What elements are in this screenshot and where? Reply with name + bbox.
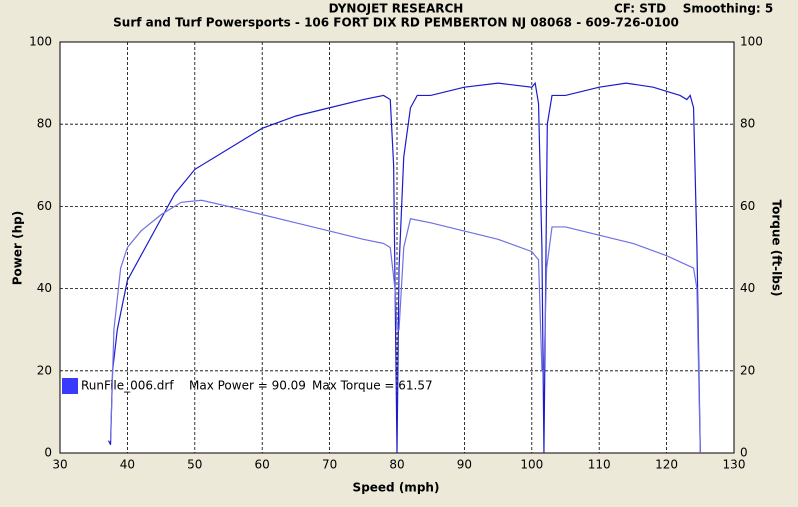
legend-max-torque: Max Torque = 61.57 xyxy=(312,379,433,393)
x-tick-label: 130 xyxy=(723,458,746,472)
chart-subtitle: Surf and Turf Powersports - 106 FORT DIX… xyxy=(113,16,679,30)
y2-tick-label: 100 xyxy=(740,35,763,49)
legend-swatch xyxy=(62,378,78,394)
x-tick-label: 50 xyxy=(187,458,202,472)
x-tick-label: 110 xyxy=(588,458,611,472)
x-tick-label: 30 xyxy=(52,458,67,472)
legend-run: RunFile_006.drf xyxy=(81,379,174,393)
y2-axis-label: Torque (ft-lbs) xyxy=(770,200,784,297)
y-tick-label: 20 xyxy=(37,363,52,377)
y-axis-label: Power (hp) xyxy=(11,211,25,285)
y2-tick-label: 20 xyxy=(740,363,755,377)
x-axis-label: Speed (mph) xyxy=(353,481,440,495)
cf-label: CF: STD xyxy=(614,2,666,16)
y2-tick-label: 40 xyxy=(740,281,755,295)
smoothing-label: Smoothing: 5 xyxy=(683,2,774,16)
x-tick-label: 40 xyxy=(120,458,135,472)
legend-max-power: Max Power = 90.09 xyxy=(189,379,306,393)
x-tick-label: 90 xyxy=(457,458,472,472)
y2-tick-label: 80 xyxy=(740,117,755,131)
x-tick-label: 70 xyxy=(322,458,337,472)
data-line xyxy=(107,81,701,454)
x-tick-label: 120 xyxy=(655,458,678,472)
x-tick-label: 60 xyxy=(255,458,270,472)
y2-tick-label: 0 xyxy=(740,446,748,460)
y-tick-label: 0 xyxy=(44,446,52,460)
x-tick-label: 100 xyxy=(520,458,543,472)
x-tick-label: 80 xyxy=(389,458,404,472)
y-tick-label: 100 xyxy=(29,35,52,49)
data-line xyxy=(109,199,701,454)
y-tick-label: 80 xyxy=(37,117,52,131)
y-tick-label: 40 xyxy=(37,281,52,295)
y2-tick-label: 60 xyxy=(740,199,755,213)
y-tick-label: 60 xyxy=(37,199,52,213)
chart-title: DYNOJET RESEARCH xyxy=(329,2,464,16)
